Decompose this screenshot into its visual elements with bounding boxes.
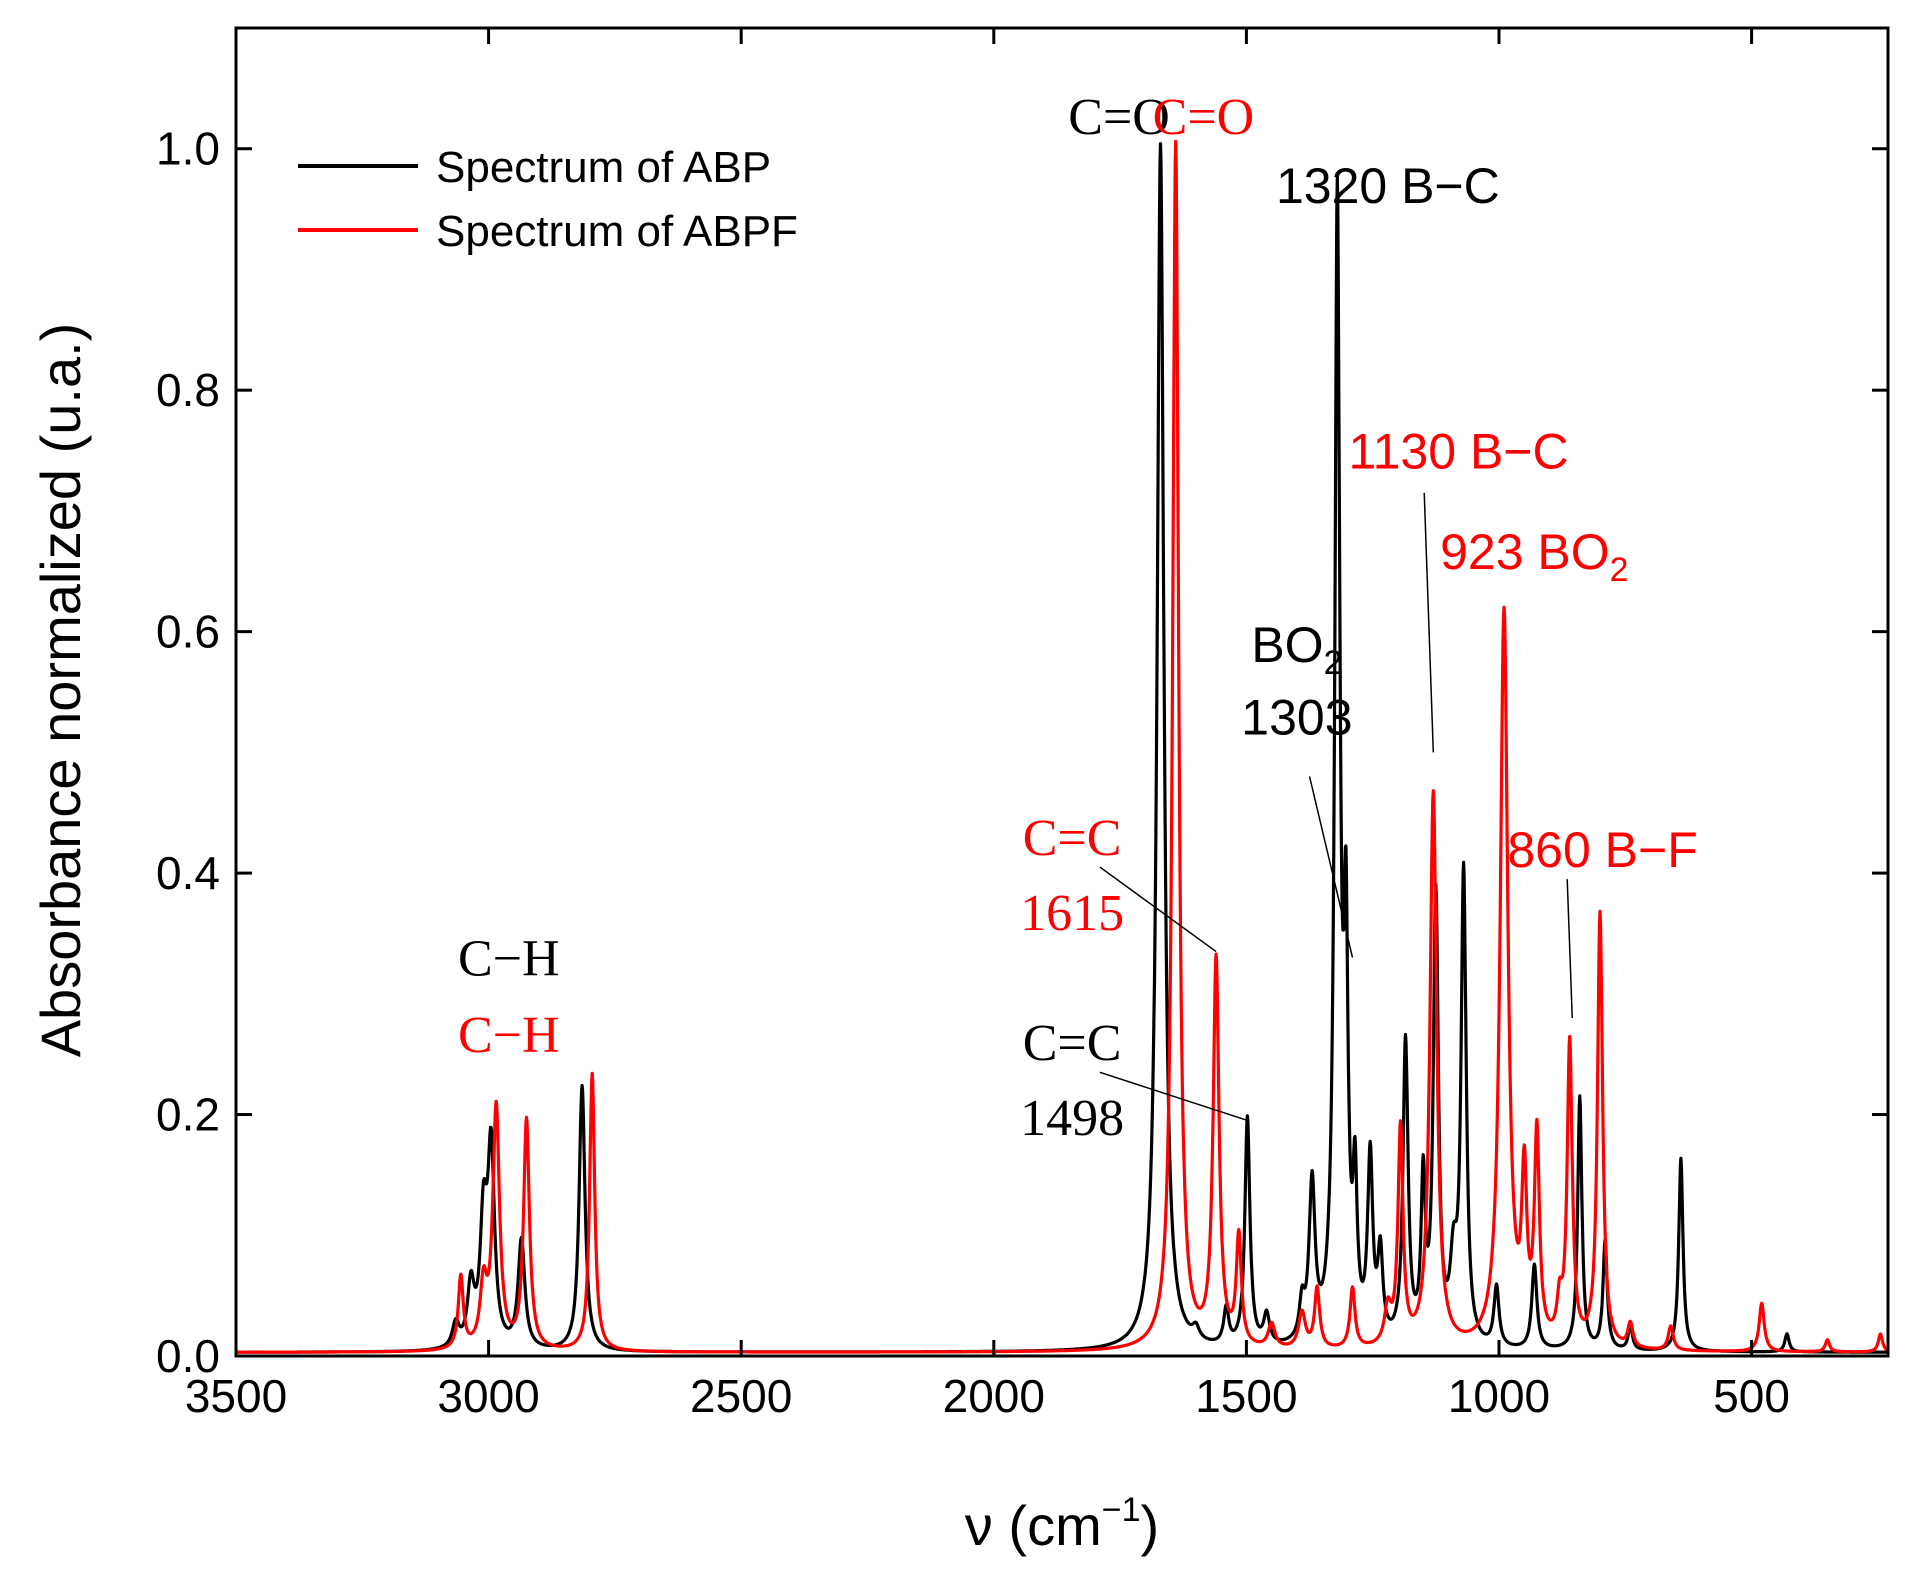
annotation-b-c-1130: 1130 B−C [1349,424,1569,480]
x-axis-title-sup: −1 [1102,1491,1141,1529]
peak-annotations: C−H C−H C=OC=O 1320 B−C 1130 B−C 923 BO2 860 B… [458,89,1698,1147]
legend-label-abpf: Spectrum of ABPF [436,207,798,256]
series-line-abpf [236,139,1888,1354]
legend: Spectrum of ABP Spectrum of ABPF [298,143,798,256]
leader-1303 [1308,776,1354,958]
x-tick-label: 2500 [690,1370,792,1422]
legend-label-abp: Spectrum of ABP [436,143,771,192]
annotation-num-1303: 1303 [1241,689,1352,745]
annotation-num-1498: 1498 [1020,1090,1124,1147]
leader-1615 [1099,866,1217,953]
leader-1130 [1423,492,1435,753]
annotation-co-black: C=O [1068,89,1170,146]
y-axis-title: Absorbance normalized (u.a.) [29,323,92,1058]
annotation-b-c-1320: 1320 B−C [1276,158,1500,214]
y-tick-label: 0.4 [156,847,220,899]
annotation-cc-red: C=C [1023,810,1122,867]
series-layer [236,139,1888,1354]
annotation-bo2-1303: BO2 [1251,617,1342,682]
x-tick-label: 3500 [185,1370,287,1422]
annotation-bf-860: 860 B−F [1507,822,1697,878]
annotation-ch-black: C−H [458,931,560,988]
y-tick-label: 1.0 [156,123,220,175]
y-tick-label: 0.2 [156,1089,220,1141]
annotation-num-1615: 1615 [1020,885,1124,942]
annotation-bo2-923: 923 BO2 [1440,524,1628,589]
x-axis-title-main: ν (cm [965,1494,1102,1557]
annotation-ch-red: C−H [458,1007,560,1064]
x-axis-title: ν (cm−1) [965,1491,1159,1557]
plot-frame [234,26,1890,1358]
y-tick-label: 0.6 [156,606,220,658]
x-axis-title-close: ) [1140,1494,1159,1557]
annotation-cc-black: C=C [1023,1015,1122,1072]
x-tick-label: 500 [1713,1370,1790,1422]
y-tick-label: 0.0 [156,1330,220,1382]
x-tick-label: 3000 [437,1370,539,1422]
axis-ticks: 3500 3000 2500 2000 1500 1000 500 0.0 0.2 0.4 0.6 0… [156,28,1888,1422]
x-tick-label: 2000 [943,1370,1045,1422]
x-tick-label: 1000 [1448,1370,1550,1422]
leader-1498 [1099,1071,1249,1122]
annotation-co-red: C=O [1153,89,1255,146]
leader-860 [1566,879,1574,1018]
series-line-abp [236,142,1888,1354]
y-tick-label: 0.8 [156,364,220,416]
leader-lines [1099,492,1574,1122]
x-tick-label: 1500 [1195,1370,1297,1422]
